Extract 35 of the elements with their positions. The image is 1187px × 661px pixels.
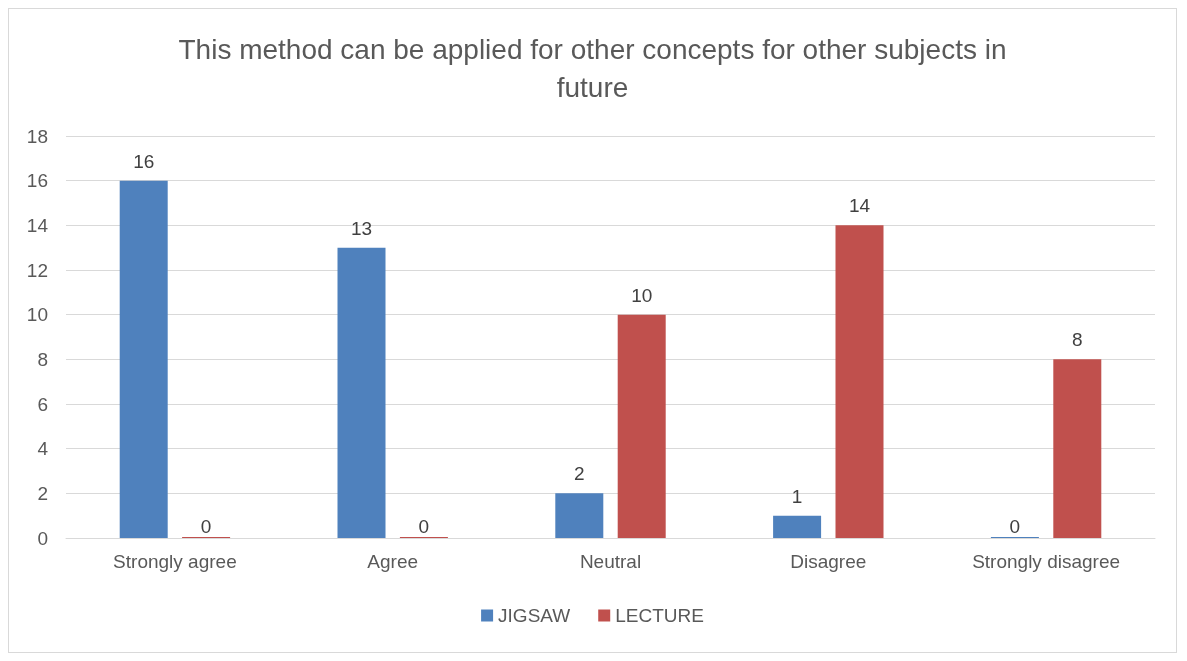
bar <box>617 314 666 538</box>
chart-title: This method can be applied for other concepts for other subjects in future <box>177 33 1008 105</box>
data-label: 0 <box>200 516 212 537</box>
y-tick-label: 4 <box>37 438 49 460</box>
y-tick-label: 16 <box>26 170 48 192</box>
legend-label: JIGSAW <box>498 605 571 626</box>
bar <box>555 493 604 538</box>
y-tick-label: 8 <box>37 348 48 370</box>
data-label: 16 <box>133 150 155 172</box>
bar <box>119 180 168 538</box>
legend-label: LECTURE <box>615 605 704 626</box>
data-label: 0 <box>1009 516 1021 537</box>
x-tick-label: Strongly disagree <box>972 551 1121 572</box>
bar <box>337 247 386 538</box>
x-tick-label: Strongly agree <box>113 551 237 572</box>
data-label: 2 <box>574 463 585 485</box>
bar <box>773 515 822 538</box>
data-label: 14 <box>848 195 871 217</box>
data-label: 0 <box>418 516 430 537</box>
y-tick-label: 18 <box>26 125 48 147</box>
data-label: 13 <box>350 217 373 239</box>
data-label: 8 <box>1072 329 1083 351</box>
y-tick-label: 6 <box>37 393 48 415</box>
data-label: 10 <box>631 284 653 306</box>
y-tick-label: 14 <box>26 214 49 236</box>
bar <box>1053 359 1102 538</box>
y-tick-label: 12 <box>26 259 48 281</box>
bar <box>835 225 884 538</box>
y-tick-label: 10 <box>26 304 48 326</box>
y-tick-label: 2 <box>37 482 48 504</box>
data-label: 1 <box>791 485 803 507</box>
x-tick-label: Agree <box>367 551 419 572</box>
y-tick-label: 0 <box>37 527 48 549</box>
x-tick-label: Neutral <box>579 551 642 572</box>
x-tick-label: Disagree <box>790 551 867 572</box>
